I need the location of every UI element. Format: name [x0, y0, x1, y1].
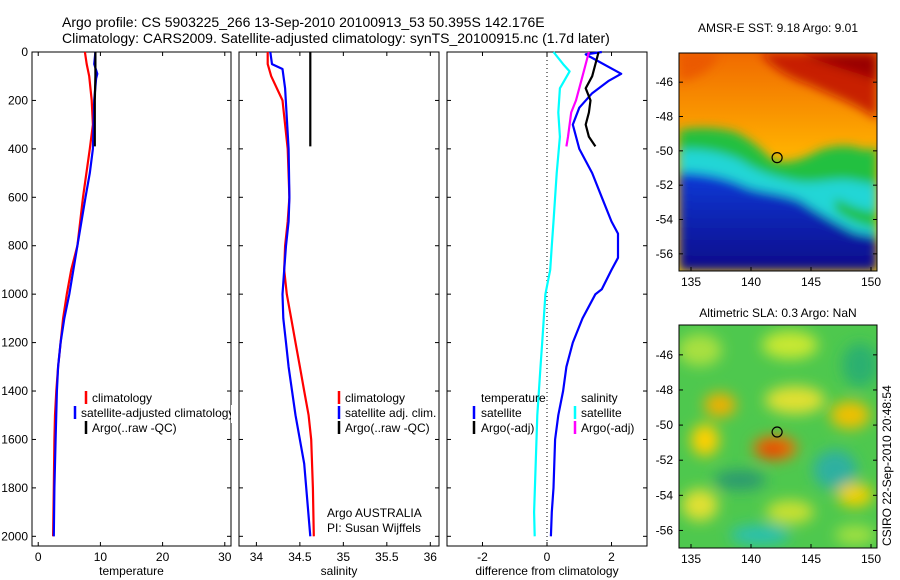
x-axis-label: difference from climatology — [475, 564, 618, 578]
legend-group-title: temperature — [481, 391, 546, 405]
x-tick-label: 145 — [801, 552, 821, 566]
x-tick-label: 150 — [861, 275, 881, 289]
legend-label: Argo(..raw -QC) — [345, 421, 430, 435]
y-tick-label: 0 — [21, 45, 28, 59]
legend-label: Argo(-adj) — [481, 421, 534, 435]
temperature-legend: climatology satellite-adjusted climatolo… — [73, 391, 234, 435]
sst-map: AMSR-E SST: 9.18 Argo: 9.01 135 140 145 150… — [656, 21, 882, 289]
x-axis-label: salinity — [321, 564, 358, 578]
sst-field — [679, 53, 877, 271]
x-tick-label: 20 — [156, 550, 170, 564]
legend-label: climatology — [92, 391, 152, 405]
argo-position-marker — [771, 426, 783, 438]
credit-label: CSIRO 22-Sep-2010 20:48:54 — [880, 385, 894, 546]
legend-label: satellite-adjusted climatology — [81, 406, 234, 420]
x-tick-label: 135 — [681, 275, 701, 289]
x-tick-label: 35.5 — [375, 550, 399, 564]
salinity-legend: climatology satellite adj. clim. Argo(..… — [337, 391, 436, 435]
y-tick-label: -48 — [656, 110, 674, 124]
y-tick-label: 800 — [8, 239, 28, 253]
y-tick-label: 200 — [8, 93, 28, 107]
y-tick-label: 1000 — [1, 287, 28, 301]
sla-map-frame — [678, 324, 878, 549]
x-tick-label: 150 — [861, 552, 881, 566]
y-tick-label: -52 — [656, 453, 674, 467]
float-pi-label: PI: Susan Wijffels — [327, 521, 421, 535]
float-country-label: Argo AUSTRALIA — [327, 506, 422, 520]
series-line — [266, 52, 315, 537]
x-tick-label: 140 — [741, 275, 761, 289]
argo-position-marker — [771, 152, 783, 164]
legend-label: climatology — [345, 391, 405, 405]
y-tick-label: -50 — [656, 144, 674, 158]
y-tick-label: -46 — [656, 348, 674, 362]
sst-map-frame — [678, 52, 878, 272]
series-line — [52, 51, 95, 537]
x-tick-label: 34 — [250, 550, 264, 564]
figure-title: Argo profile: CS 5903225_266 13-Sep-2010… — [62, 14, 545, 30]
sla-map: Altimetric SLA: 0.3 Argo: NaN — [656, 306, 882, 566]
y-tick-label: 1600 — [1, 432, 28, 446]
x-tick-label: 35 — [337, 550, 351, 564]
plot-frame — [238, 51, 440, 547]
legend-group-title: salinity — [581, 391, 618, 405]
legend-label: Argo(-adj) — [581, 421, 634, 435]
legend-label: satellite — [581, 406, 622, 420]
y-tick-label: -52 — [656, 178, 674, 192]
x-tick-label: 2 — [608, 550, 615, 564]
y-tick-label: 1200 — [1, 336, 28, 350]
sst-map-axes: 135 140 145 150 -46 -48 -50 -52 -54 -56 — [656, 75, 882, 289]
x-tick-label: 145 — [801, 275, 821, 289]
y-tick-label: 400 — [8, 142, 28, 156]
x-tick-label: 36 — [424, 550, 438, 564]
x-tick-label: 135 — [681, 552, 701, 566]
series-line — [565, 51, 590, 147]
y-tick-label: -46 — [656, 75, 674, 89]
sla-map-title: Altimetric SLA: 0.3 Argo: NaN — [699, 306, 856, 320]
x-tick-label: 0 — [544, 550, 551, 564]
series-line — [269, 51, 312, 537]
series-line — [584, 51, 600, 148]
series-line — [532, 51, 571, 537]
legend-label: satellite — [481, 406, 522, 420]
x-tick-label: 140 — [741, 552, 761, 566]
y-tick-label: 1400 — [1, 384, 28, 398]
x-tick-label: 10 — [94, 550, 108, 564]
x-tick-label: 30 — [218, 550, 232, 564]
x-tick-label: 34.5 — [288, 550, 312, 564]
y-tick-label: 2000 — [1, 529, 28, 543]
y-tick-label: -54 — [656, 488, 674, 502]
y-tick-label: -56 — [656, 523, 674, 537]
series-line — [52, 51, 99, 537]
salinity-panel: 34 34.5 35 35.5 36 salinity — [238, 51, 440, 578]
x-axis-label: temperature — [99, 564, 164, 578]
y-tick-label: -50 — [656, 418, 674, 432]
series-line — [93, 52, 97, 147]
legend-label: satellite adj. clim. — [345, 406, 436, 420]
x-tick-label: 0 — [35, 550, 42, 564]
series-line — [549, 50, 623, 537]
plot-frame — [31, 51, 232, 547]
plot-frame — [446, 51, 648, 547]
sst-map-title: AMSR-E SST: 9.18 Argo: 9.01 — [698, 21, 858, 35]
y-tick-label: -48 — [656, 383, 674, 397]
figure-subtitle: Climatology: CARS2009. Satellite-adjuste… — [62, 30, 610, 46]
x-tick-label: -2 — [477, 550, 488, 564]
y-tick-label: 1800 — [1, 481, 28, 495]
difference-legend: temperature satellite Argo(-adj) salinit… — [472, 391, 634, 435]
sla-map-axes: 135 140 145 150 -46 -48 -50 -52 -54 -56 — [656, 348, 882, 566]
legend-label: Argo(..raw -QC) — [92, 421, 177, 435]
y-tick-label: -54 — [656, 213, 674, 227]
y-tick-label: -56 — [656, 247, 674, 261]
y-tick-label: 600 — [8, 190, 28, 204]
temperature-panel: 0 10 20 30 0 200 400 600 800 1000 1200 1400 1600 1800… — [1, 45, 231, 578]
